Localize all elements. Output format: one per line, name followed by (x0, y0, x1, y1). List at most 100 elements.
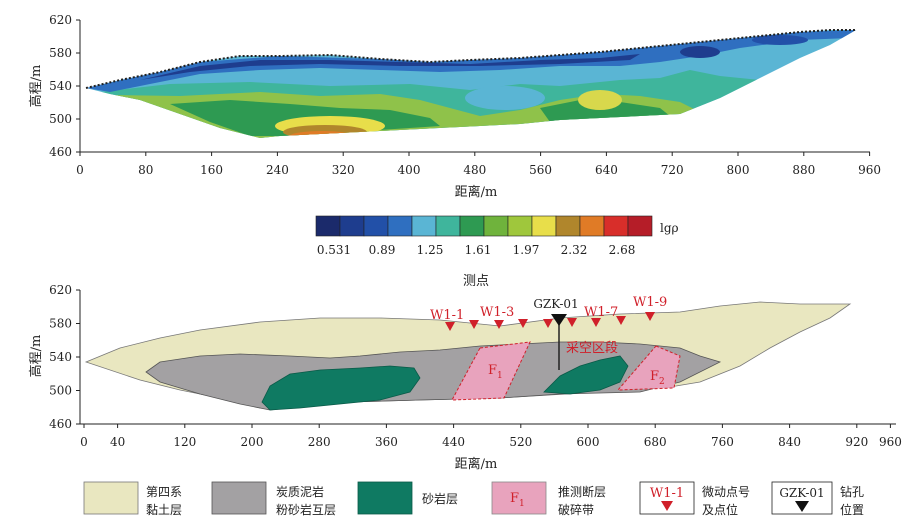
y-tick-label: 460 (49, 145, 72, 159)
blue-lens (680, 46, 720, 58)
resistivity-section (86, 30, 856, 138)
legend-mudstone: 炭质泥岩 粉砂岩互层 (211, 481, 336, 517)
sandstone-body-1 (261, 365, 421, 411)
blue-lens-2 (752, 35, 808, 45)
x-tick-label: 680 (644, 435, 667, 449)
y-tick-label: 500 (49, 384, 72, 398)
colorbar-tick-label: 1.61 (465, 243, 492, 257)
x-tick-label: 0 (76, 163, 84, 177)
legend-borehole-marker (795, 501, 809, 512)
orange-lens (290, 131, 354, 138)
colorbar-tick-label: 1.97 (513, 243, 540, 257)
x-tick-label: 480 (463, 163, 486, 177)
x-tick-label: 360 (375, 435, 398, 449)
x-tick-label: 560 (529, 163, 552, 177)
station-label-w1-1: W1-1 (430, 308, 464, 323)
x-tick-label: 40 (110, 435, 125, 449)
y-tick-label: 540 (49, 350, 72, 364)
x-tick-label: 640 (595, 163, 618, 177)
x-tick-label: 120 (173, 435, 196, 449)
x-tick-label: 880 (792, 163, 815, 177)
colorbar-cell (363, 215, 389, 237)
legend-swatch-mudstone (211, 481, 267, 515)
bottom-xlabel: 距离/m (455, 456, 498, 472)
x-tick-label: 920 (845, 435, 868, 449)
legend-text-fault-1: 推测断层 (558, 484, 606, 499)
station-label-w1-3: W1-3 (480, 305, 514, 320)
legend-fault: F1 推测断层 破碎带 (491, 481, 606, 517)
x-tick-label: 600 (577, 435, 600, 449)
colorbar-cell (579, 215, 605, 237)
cyan-lens (465, 86, 545, 110)
bottom-panel: 测点 F1 F2 GZK-01 采空区段 W1-1 W1-3 W1-7 W1-9… (28, 274, 902, 472)
f1-label: F1 (488, 363, 503, 381)
legend-text-station-1: 微动点号 (702, 485, 750, 499)
colorbar-tick-label: 2.68 (609, 243, 636, 257)
colorbar-tick-label: 0.89 (369, 243, 396, 257)
bottom-ylabel: 高程/m (28, 335, 44, 378)
x-tick-label: 200 (241, 435, 264, 449)
colorbar-cell (555, 215, 581, 237)
x-tick-label: 240 (266, 163, 289, 177)
legend-station-symbol: W1-1 (650, 486, 684, 501)
colorbar-cell (411, 215, 437, 237)
colorbar-cell (507, 215, 533, 237)
bottom-x-ticks: 0 40 120 200 280 360 440 520 600 680 760 840 920 960 (80, 424, 902, 449)
legend-sandstone: 砂岩层 (357, 481, 458, 515)
legend-swatch-fault (491, 481, 547, 515)
colorbar-tick-label: 1.25 (417, 243, 444, 257)
top-panel: 620 580 540 500 460 0 80 160 240 320 400 480 560 640… (28, 13, 881, 257)
colorbar-symbol: lgρ (660, 221, 679, 235)
sandstone-body-2 (543, 355, 629, 395)
legend-text-clay-2: 黏土层 (146, 503, 182, 517)
station-marker (469, 320, 479, 329)
station-label-w1-7: W1-7 (584, 305, 618, 320)
colorbar-tick-label: 2.32 (561, 243, 588, 257)
bottom-y-ticks: 620 580 540 500 460 (49, 283, 80, 431)
station-marker (518, 319, 528, 328)
top-ylabel: 高程/m (28, 65, 44, 108)
goaf-label: 采空区段 (566, 341, 618, 356)
yellow-lens (578, 90, 622, 110)
colorbar-cell (339, 215, 365, 237)
legend-quaternary: 第四系 黏土层 (83, 481, 182, 517)
colorbar-tick-label: 0.531 (317, 243, 351, 257)
f2-label: F2 (650, 369, 665, 387)
legend-station-marker (661, 501, 673, 511)
x-tick-label: 760 (711, 435, 734, 449)
x-tick-label: 960 (858, 163, 881, 177)
x-tick-label: 280 (308, 435, 331, 449)
fault-zone-f2 (616, 345, 681, 391)
legend-text-fault-2: 破碎带 (558, 502, 594, 517)
legend-swatch-borehole (771, 481, 833, 515)
x-tick-label: 840 (778, 435, 801, 449)
legend-swatch-clay (83, 481, 139, 515)
station-marker (567, 318, 577, 327)
colorbar-cell (315, 215, 341, 237)
x-tick-label: 440 (442, 435, 465, 449)
station-marker (494, 320, 504, 329)
x-tick-label: 400 (398, 163, 421, 177)
x-tick-label: 520 (509, 435, 532, 449)
station-marker (591, 318, 601, 327)
legend-text-clay-1: 第四系 (146, 485, 182, 499)
colorbar-cell (387, 215, 413, 237)
y-tick-label: 620 (49, 13, 72, 27)
top-y-ticks: 620 580 540 500 460 (49, 13, 80, 159)
deep-blue-band (140, 54, 640, 80)
x-tick-label: 960 (879, 435, 902, 449)
x-tick-label: 800 (727, 163, 750, 177)
legend-text-borehole-1: 钻孔 (840, 484, 864, 499)
colorbar-cell (435, 215, 461, 237)
x-tick-label: 0 (80, 435, 88, 449)
x-tick-label: 80 (138, 163, 153, 177)
colorbar-cell (531, 215, 557, 237)
colorbar-cell (627, 215, 653, 237)
legend-station: W1-1 微动点号 及点位 (639, 481, 750, 517)
fault-zone-f1 (451, 341, 531, 401)
x-tick-label: 160 (200, 163, 223, 177)
y-tick-label: 500 (49, 112, 72, 126)
legend-text-mudstone-1: 炭质泥岩 (276, 484, 324, 499)
x-tick-label: 320 (332, 163, 355, 177)
